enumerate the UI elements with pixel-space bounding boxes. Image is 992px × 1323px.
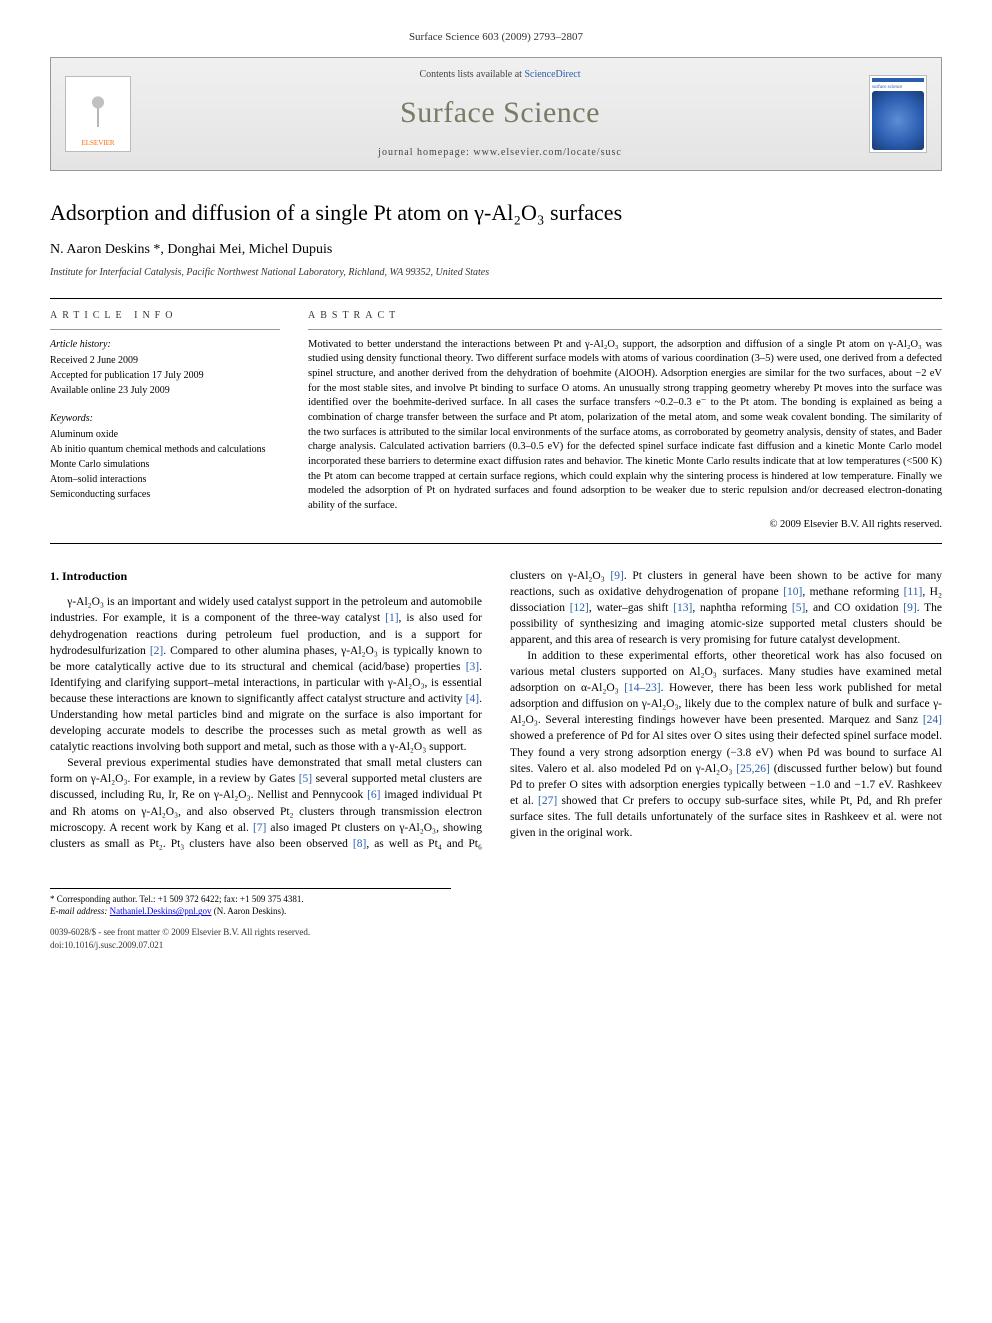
elsevier-logo-text: ELSEVIER — [81, 139, 114, 149]
citation-link[interactable]: [9] — [903, 602, 916, 614]
corresponding-author-footnote: * Corresponding author. Tel.: +1 509 372… — [50, 893, 451, 906]
accepted-line: Accepted for publication 17 July 2009 — [50, 369, 280, 383]
bottom-meta: 0039-6028/$ - see front matter © 2009 El… — [50, 926, 942, 951]
rule-below-abstract — [50, 543, 942, 544]
abstract-copyright: © 2009 Elsevier B.V. All rights reserved… — [308, 518, 942, 533]
citation-link[interactable]: [6] — [367, 789, 380, 801]
citation-link[interactable]: [8] — [353, 838, 366, 850]
contents-prefix: Contents lists available at — [419, 69, 524, 80]
keyword-item: Ab initio quantum chemical methods and c… — [50, 443, 280, 457]
page-citation: Surface Science 603 (2009) 2793–2807 — [50, 30, 942, 45]
article-info-heading: article info — [50, 309, 280, 323]
introduction-heading: 1. Introduction — [50, 568, 482, 585]
article-info-block: article info Article history: Received 2… — [50, 309, 280, 533]
citation-link[interactable]: [2] — [150, 645, 163, 657]
received-line: Received 2 June 2009 — [50, 354, 280, 368]
keyword-item: Atom–solid interactions — [50, 473, 280, 487]
abstract-text: Motivated to better understand the inter… — [308, 338, 942, 514]
doi-line: doi:10.1016/j.susc.2009.07.021 — [50, 939, 942, 952]
citation-link[interactable]: [25,26] — [736, 763, 770, 775]
journal-cover-thumbnail: surface science — [869, 75, 927, 153]
online-line: Available online 23 July 2009 — [50, 384, 280, 398]
abstract-heading: abstract — [308, 309, 942, 323]
corresponding-email-link[interactable]: Nathaniel.Deskins@pnl.gov — [110, 906, 212, 916]
keyword-item: Monte Carlo simulations — [50, 458, 280, 472]
body-text: 1. Introduction γ-Al₂O₃ is an important … — [50, 568, 942, 852]
intro-paragraph: In addition to these experimental effort… — [510, 648, 942, 841]
article-title: Adsorption and diffusion of a single Pt … — [50, 199, 942, 228]
citation-link[interactable]: [24] — [923, 714, 942, 726]
email-label: E-mail address: — [50, 906, 107, 916]
citation-link[interactable]: [9] — [610, 570, 623, 582]
info-abstract-row: article info Article history: Received 2… — [50, 309, 942, 533]
article-info-rule — [50, 329, 280, 330]
journal-homepage-line: journal homepage: www.elsevier.com/locat… — [145, 146, 855, 160]
abstract-block: abstract Motivated to better understand … — [308, 309, 942, 533]
keyword-item: Semiconducting surfaces — [50, 488, 280, 502]
cover-label: surface science — [872, 84, 924, 91]
citation-link[interactable]: [3] — [466, 661, 479, 673]
contents-available-line: Contents lists available at ScienceDirec… — [145, 68, 855, 82]
citation-link[interactable]: [7] — [253, 822, 266, 834]
footnotes: * Corresponding author. Tel.: +1 509 372… — [50, 888, 451, 918]
citation-link[interactable]: [14–23] — [624, 682, 660, 694]
abstract-rule — [308, 329, 942, 330]
homepage-url: www.elsevier.com/locate/susc — [473, 147, 621, 158]
journal-banner: ELSEVIER Contents lists available at Sci… — [50, 57, 942, 171]
banner-center: Contents lists available at ScienceDirec… — [145, 68, 855, 160]
elsevier-tree-icon — [78, 88, 118, 136]
citation-link[interactable]: [5] — [792, 602, 805, 614]
rule-above-info — [50, 298, 942, 299]
citation-link[interactable]: [13] — [673, 602, 692, 614]
affiliation: Institute for Interfacial Catalysis, Pac… — [50, 266, 942, 280]
authors: N. Aaron Deskins *, Donghai Mei, Michel … — [50, 240, 942, 260]
article-history-label: Article history: — [50, 338, 280, 352]
sciencedirect-link[interactable]: ScienceDirect — [524, 69, 580, 80]
homepage-prefix: journal homepage: — [378, 147, 473, 158]
keywords-label: Keywords: — [50, 412, 280, 426]
email-who: (N. Aaron Deskins). — [214, 906, 287, 916]
issn-line: 0039-6028/$ - see front matter © 2009 El… — [50, 926, 942, 939]
citation-link[interactable]: [5] — [299, 773, 312, 785]
elsevier-logo: ELSEVIER — [65, 76, 131, 152]
intro-paragraph: γ-Al₂O₃ is an important and widely used … — [50, 594, 482, 755]
citation-link[interactable]: [4] — [466, 693, 479, 705]
citation-link[interactable]: [12] — [570, 602, 589, 614]
citation-link[interactable]: [1] — [385, 612, 398, 624]
citation-link[interactable]: [27] — [538, 795, 557, 807]
citation-link[interactable]: [11] — [904, 586, 923, 598]
citation-link[interactable]: [10] — [783, 586, 802, 598]
keyword-item: Aluminum oxide — [50, 428, 280, 442]
email-footnote: E-mail address: Nathaniel.Deskins@pnl.go… — [50, 905, 451, 918]
journal-name: Surface Science — [145, 92, 855, 134]
